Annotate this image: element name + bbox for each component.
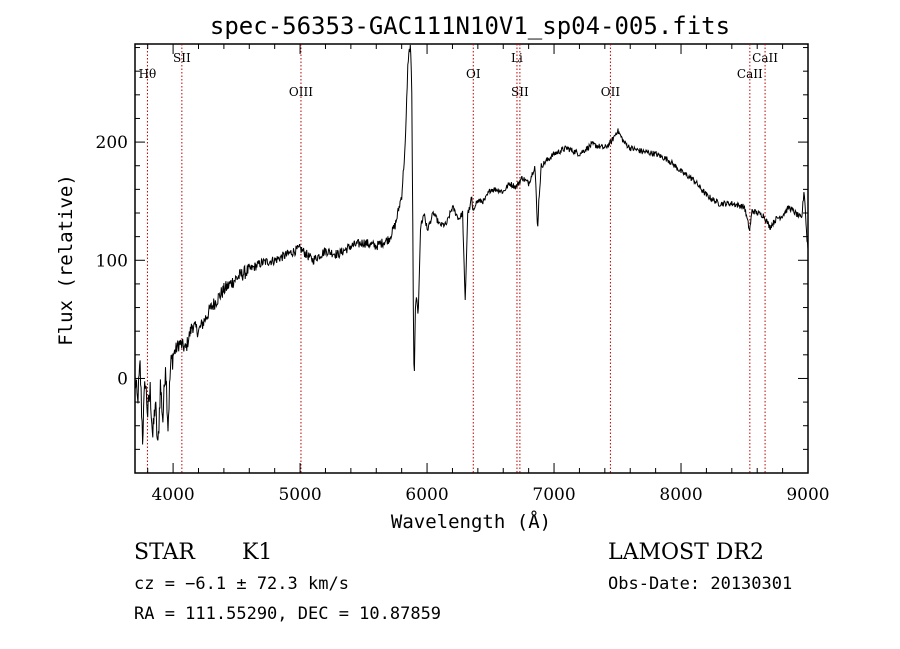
- x-tick-label-5: 9000: [786, 485, 829, 505]
- y-axis-label: Flux (relative): [55, 174, 77, 346]
- line-label-3: OI: [466, 67, 481, 81]
- spectrum-line: [134, 44, 809, 445]
- x-tick-label-2: 6000: [405, 485, 448, 505]
- line-label-8: CaII: [752, 51, 778, 65]
- y-tick-label-0: 0: [117, 369, 128, 389]
- y-tick-label-2: 200: [96, 133, 128, 153]
- y-axis-ticks: 0 100 200: [96, 47, 808, 450]
- line-label-6: OII: [601, 85, 621, 99]
- x-tick-label-3: 7000: [532, 485, 575, 505]
- object-subclass: K1: [242, 540, 272, 565]
- spectral-line-markers: [146, 44, 766, 473]
- x-tick-label-1: 5000: [278, 485, 321, 505]
- x-axis-ticks: 4000 5000 6000 7000 8000 9000: [147, 44, 830, 505]
- line-label-5: SII: [511, 85, 529, 99]
- object-class: STAR: [134, 540, 196, 565]
- observation-date: Obs-Date: 20130301: [608, 574, 792, 594]
- coordinates: RA = 111.55290, DEC = 10.87859: [134, 604, 441, 624]
- line-label-2: OIII: [289, 85, 313, 99]
- line-label-4: Li: [511, 51, 523, 65]
- survey-name: LAMOST DR2: [608, 540, 764, 565]
- chart-title: spec-56353-GAC111N10V1_sp04-005.fits: [210, 12, 730, 40]
- x-tick-label-4: 8000: [659, 485, 702, 505]
- line-label-0: Hθ: [139, 67, 157, 81]
- x-axis-label: Wavelength (Å): [391, 510, 551, 533]
- spectral-line-labels: Hθ SII OIII OI Li SII OII CaII CaII: [139, 51, 779, 99]
- x-tick-label-0: 4000: [151, 485, 194, 505]
- plot-frame: [134, 43, 809, 474]
- line-label-1: SII: [173, 51, 191, 65]
- line-label-7: CaII: [737, 67, 763, 81]
- redshift-cz: cz = −6.1 ± 72.3 km/s: [134, 574, 349, 594]
- y-tick-label-1: 100: [96, 251, 128, 271]
